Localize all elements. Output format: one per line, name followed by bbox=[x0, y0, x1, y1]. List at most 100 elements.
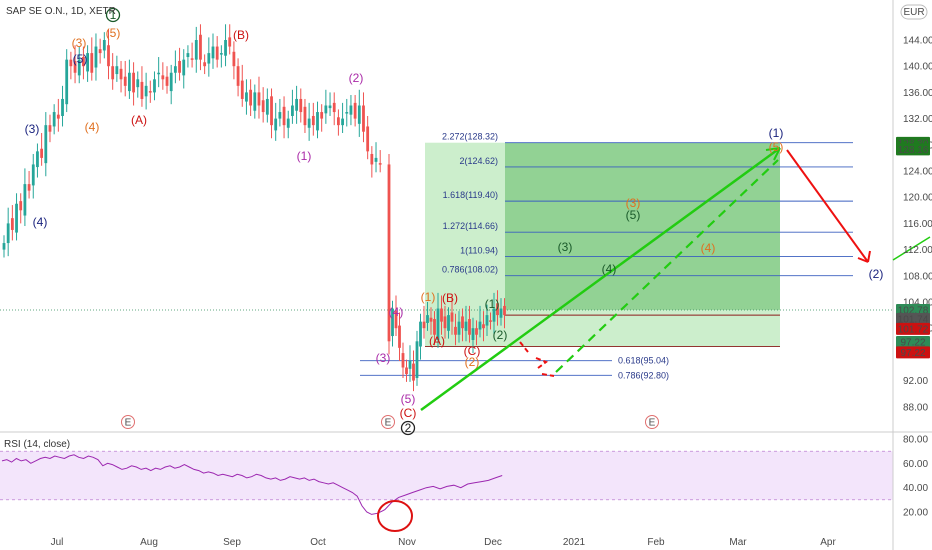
wave-label: (5) bbox=[401, 392, 416, 406]
candle-body bbox=[415, 341, 419, 378]
candle-body bbox=[65, 59, 69, 105]
wave-label: (3) bbox=[25, 122, 40, 136]
candle-body bbox=[311, 115, 315, 126]
candle-body bbox=[482, 324, 485, 329]
fib-level-label: 1.272(114.66) bbox=[443, 221, 498, 231]
candle-body bbox=[370, 153, 374, 165]
candle-body bbox=[165, 76, 169, 86]
price-badge bbox=[896, 335, 930, 348]
price-tick-label: 112.00 bbox=[903, 245, 932, 256]
wave-label: (3) bbox=[626, 196, 641, 210]
candle-body bbox=[249, 89, 253, 106]
rsi-circle-highlight bbox=[377, 500, 413, 532]
retracement-level-label: 0.786(92.80) bbox=[618, 370, 669, 380]
candle-body bbox=[408, 360, 412, 369]
candle-body bbox=[440, 308, 443, 322]
wave-label: (1) bbox=[421, 290, 436, 304]
wave-label: (A) bbox=[131, 113, 147, 127]
candle-body bbox=[236, 66, 240, 86]
currency-badge[interactable] bbox=[900, 4, 928, 20]
price-badge-label: 97.22 bbox=[900, 348, 925, 359]
candle-body bbox=[224, 40, 227, 56]
candle-body bbox=[489, 320, 492, 322]
candle-body bbox=[492, 308, 496, 322]
candle-body bbox=[98, 49, 102, 54]
earnings-marker: E bbox=[125, 418, 132, 429]
candle-body bbox=[128, 72, 131, 92]
candle-body bbox=[73, 60, 77, 73]
x-axis-label: Aug bbox=[140, 537, 158, 548]
candle-body bbox=[44, 125, 48, 164]
candle-body bbox=[405, 367, 408, 375]
candle-body bbox=[429, 317, 433, 322]
candle-body bbox=[503, 305, 506, 316]
candle-body bbox=[286, 118, 290, 128]
small-red-path bbox=[519, 341, 555, 377]
fib-level-label: 1.618(119.40) bbox=[443, 190, 498, 200]
price-badge bbox=[896, 322, 930, 335]
price-tick-label: 116.00 bbox=[903, 219, 932, 230]
candle-body bbox=[173, 66, 177, 73]
wave-label: (3) bbox=[72, 36, 87, 50]
wave-label: (3) bbox=[376, 351, 391, 365]
x-axis-label: Mar bbox=[729, 537, 747, 548]
candle-body bbox=[86, 53, 89, 72]
wave-label-circle bbox=[400, 420, 416, 436]
candle-body bbox=[219, 53, 223, 55]
rsi-band bbox=[0, 451, 893, 500]
price-tick-label: 136.00 bbox=[903, 88, 932, 99]
candle-body bbox=[102, 40, 106, 51]
x-axis-label: Feb bbox=[647, 537, 665, 548]
projection-line-dashed bbox=[555, 159, 779, 373]
candle-body bbox=[186, 53, 190, 58]
candle-body bbox=[443, 316, 447, 329]
candle-body bbox=[245, 92, 248, 102]
candle-body bbox=[471, 328, 475, 340]
arrow-head-green bbox=[765, 147, 781, 161]
candle-body bbox=[19, 201, 23, 211]
earnings-marker: E bbox=[385, 418, 392, 429]
candle-body bbox=[436, 308, 440, 340]
wave-label: (2) bbox=[465, 355, 480, 369]
x-axis-label: Apr bbox=[820, 537, 836, 548]
candle-body bbox=[345, 112, 349, 114]
candle-body bbox=[82, 57, 85, 67]
candle-body bbox=[169, 72, 173, 92]
wave-label: (A) bbox=[429, 334, 445, 348]
candle-body bbox=[228, 37, 232, 47]
candle-body bbox=[374, 157, 378, 162]
candle-body bbox=[387, 164, 391, 342]
wave-label: (5) bbox=[106, 26, 121, 40]
price-badge-label: 128.16 bbox=[898, 145, 929, 156]
candle-body bbox=[433, 319, 436, 335]
candle-body bbox=[157, 72, 161, 75]
price-tick-label: 124.00 bbox=[903, 167, 932, 178]
candle-body bbox=[115, 66, 119, 75]
x-axis-label: Dec bbox=[484, 537, 502, 548]
price-tick-label: 88.00 bbox=[903, 402, 928, 413]
wave-label: (2) bbox=[349, 71, 364, 85]
earnings-marker-circle bbox=[121, 415, 135, 429]
wave-label: (5) bbox=[769, 140, 784, 154]
candle-body bbox=[324, 105, 328, 114]
edge-green-line bbox=[892, 236, 931, 261]
rsi-tick-label: 40.00 bbox=[903, 483, 928, 494]
candle-body bbox=[320, 112, 324, 119]
x-axis-label: Jul bbox=[51, 537, 64, 548]
candle-body bbox=[182, 59, 186, 76]
candle-body bbox=[422, 321, 426, 329]
candle-body bbox=[464, 321, 468, 331]
price-tick-label: 108.00 bbox=[903, 271, 932, 282]
price-tick-label: 144.00 bbox=[903, 36, 932, 47]
candle-body bbox=[468, 319, 471, 335]
wave-label: (4) bbox=[602, 262, 617, 276]
candle-body bbox=[203, 62, 207, 67]
candle-body bbox=[261, 100, 265, 113]
projection-line-down bbox=[786, 149, 869, 263]
candle-body bbox=[412, 363, 415, 381]
fib-level-label: 2(124.62) bbox=[459, 156, 498, 166]
wave-label: (1) bbox=[769, 126, 784, 140]
candle-body bbox=[107, 45, 110, 67]
wave-label: (2) bbox=[493, 328, 508, 342]
